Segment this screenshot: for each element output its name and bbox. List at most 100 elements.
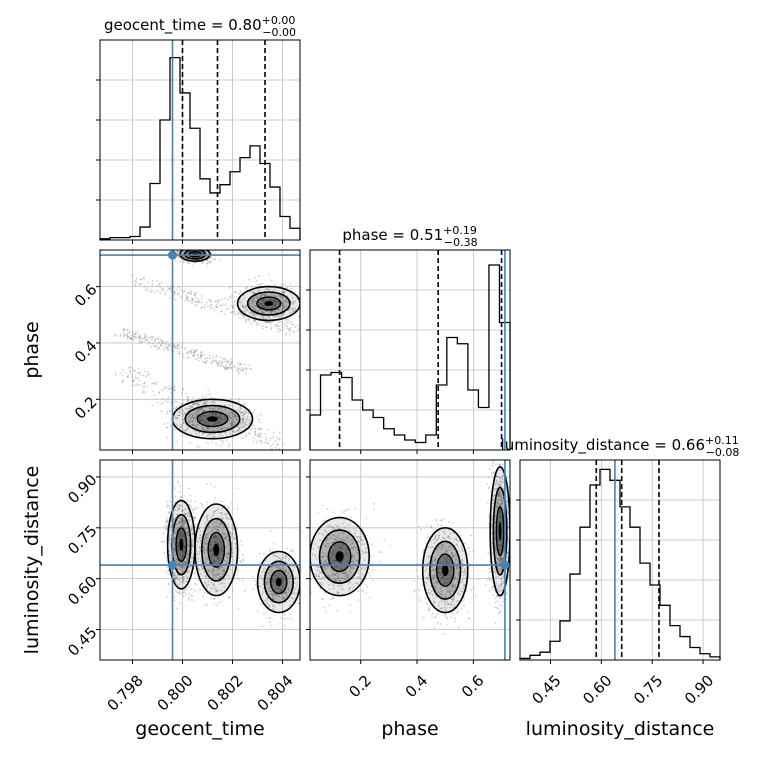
sample-point (289, 613, 292, 616)
sample-point (282, 443, 285, 446)
sample-point (175, 418, 178, 420)
sample-point (200, 297, 203, 300)
sample-point (158, 391, 161, 394)
sample-point (190, 246, 192, 248)
sample-point (278, 308, 280, 311)
sample-point (239, 301, 242, 304)
sample-point (216, 361, 219, 364)
sample-point (182, 255, 185, 258)
sample-point (230, 311, 233, 313)
sample-point (266, 321, 269, 324)
sample-point (204, 306, 206, 309)
sample-point (220, 422, 223, 425)
sample-point (139, 336, 142, 339)
sample-point (254, 432, 257, 434)
sample-point (273, 315, 275, 318)
sample-point (260, 440, 263, 443)
sample-point (189, 515, 192, 518)
sample-point (357, 599, 360, 602)
sample-point (143, 370, 146, 373)
sample-point (177, 414, 180, 417)
sample-point (210, 256, 213, 258)
sample-point (178, 343, 181, 346)
sample-point (189, 350, 191, 353)
sample-point (127, 336, 130, 338)
sample-point (191, 404, 194, 407)
sample-point (246, 308, 248, 311)
sample-point (185, 429, 188, 432)
density-peak (264, 301, 274, 306)
sample-point (275, 295, 278, 298)
sample-point (209, 303, 212, 306)
sample-point (210, 441, 213, 443)
sample-point (225, 413, 228, 415)
sample-point (428, 609, 431, 611)
sample-point (258, 421, 261, 424)
sample-point (158, 391, 160, 393)
sample-point (269, 437, 272, 440)
sample-point (201, 503, 204, 506)
sample-point (276, 303, 279, 305)
sample-point (219, 364, 222, 367)
sample-point (212, 399, 215, 402)
sample-point (167, 582, 170, 585)
sample-point (369, 575, 371, 577)
sample-point (413, 579, 416, 582)
sample-point (206, 357, 209, 359)
sample-point (122, 336, 125, 338)
sample-point (126, 328, 129, 331)
sample-point (173, 386, 176, 388)
sample-point (239, 407, 242, 410)
sample-point (250, 311, 253, 314)
sample-point (188, 262, 191, 265)
sample-point (164, 551, 166, 554)
sample-point (178, 410, 181, 413)
sample-point (169, 545, 172, 548)
sample-point (197, 403, 200, 406)
sample-point (167, 396, 170, 399)
sample-point (260, 294, 262, 297)
sample-point (254, 434, 257, 436)
sample-point (454, 617, 457, 620)
sample-point (215, 356, 217, 358)
sample-point (290, 307, 293, 310)
sample-point (230, 411, 233, 414)
sample-point (275, 304, 277, 307)
sample-point (249, 300, 252, 303)
sample-point (183, 513, 186, 515)
sample-point (130, 337, 132, 340)
sample-point (282, 304, 284, 306)
sample-point (194, 523, 197, 526)
sample-point (189, 413, 192, 416)
sample-point (188, 596, 191, 599)
sample-point (218, 420, 220, 423)
sample-point (163, 525, 166, 527)
sample-point (251, 285, 254, 288)
sample-point (155, 345, 158, 348)
sample-point (253, 408, 256, 411)
sample-point (258, 283, 260, 286)
sample-point (183, 551, 186, 554)
sample-point (233, 301, 236, 304)
sample-point (265, 288, 267, 290)
sample-point (179, 490, 182, 493)
sample-point (418, 589, 420, 591)
hist-title-sup: +0.19 (443, 224, 477, 237)
sample-point (211, 307, 214, 310)
sample-point (250, 311, 253, 314)
sample-point (156, 280, 159, 282)
sample-point (182, 355, 185, 358)
sample-point (285, 299, 287, 302)
sample-point (133, 369, 136, 372)
sample-point (238, 410, 241, 412)
sample-point (163, 423, 165, 425)
sample-point (328, 604, 331, 607)
sample-point (182, 388, 184, 390)
sample-point (219, 427, 222, 430)
sample-point (199, 420, 202, 422)
sample-point (193, 245, 195, 247)
sample-point (194, 247, 196, 249)
sample-point (218, 429, 220, 431)
sample-point (137, 336, 140, 339)
sample-point (231, 429, 234, 432)
